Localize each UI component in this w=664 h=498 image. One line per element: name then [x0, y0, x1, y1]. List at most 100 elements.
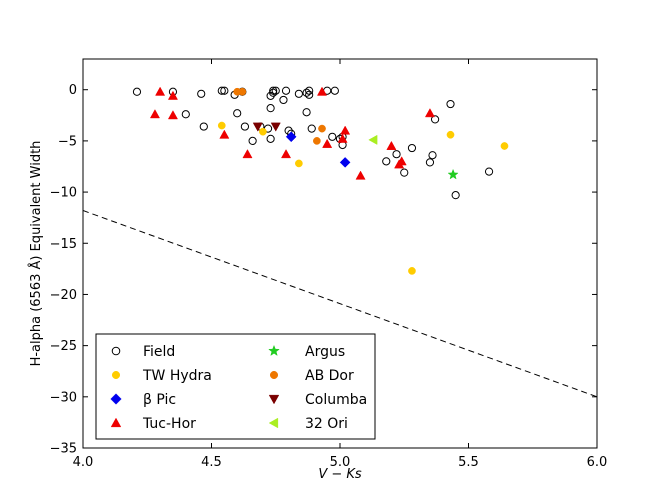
point-tw-hydra-5 [500, 142, 509, 150]
point-tuc-hor-15 [424, 108, 435, 118]
point-field-5 [217, 86, 226, 95]
point-field-37 [400, 168, 409, 177]
point-field-19 [279, 95, 288, 105]
point-field-2 [181, 110, 190, 119]
y-tick-label: −15 [50, 237, 77, 252]
legend-label-pic: β Pic [143, 392, 176, 408]
point-field-42 [446, 99, 455, 109]
y-axis-label: H-alpha (6563 Å) Equivalent Width [28, 141, 44, 367]
point-field-24 [302, 88, 311, 97]
plot-area [83, 210, 597, 398]
legend-marker-pic [110, 393, 122, 405]
point-field-10 [240, 122, 250, 131]
legend-label-tuc-hor: Tuc-Hor [142, 416, 196, 432]
legend-label-field: Field [143, 344, 175, 360]
legend-marker-field [111, 346, 121, 356]
point-tuc-hor-12 [386, 140, 397, 150]
legend-label-32-ori: 32 Ori [305, 416, 348, 432]
point-field-8 [233, 109, 242, 118]
legend-marker-columba [268, 394, 280, 405]
series-ab-dor [233, 87, 326, 145]
point-pic-0 [285, 131, 297, 143]
point-tuc-hor-4 [219, 129, 230, 139]
y-tick-label: −25 [50, 339, 77, 354]
point-field-6 [220, 86, 229, 95]
point-tw-hydra-2 [295, 159, 303, 168]
point-32-ori-0 [368, 134, 378, 145]
point-field-16 [269, 86, 278, 95]
point-field-38 [407, 143, 417, 153]
legend-marker-32-ori [268, 417, 279, 429]
y-tick-label: −35 [50, 442, 77, 457]
point-field-27 [305, 86, 314, 95]
legend: Field TW Hydra β Pic Tuc-Hor Argus AB Dor Colu… [95, 333, 376, 440]
series-tw-hydra [217, 121, 509, 275]
point-tw-hydra-3 [408, 267, 416, 275]
point-tuc-hor-3 [167, 110, 178, 120]
legend-marker-ab-dor [269, 370, 279, 380]
legend-marker-tuc-hor [110, 417, 122, 428]
series-columba [252, 122, 281, 132]
y-tick-label: −30 [50, 390, 77, 405]
point-field-26 [305, 90, 314, 99]
point-tuc-hor-14 [396, 156, 407, 166]
point-field-44 [484, 167, 494, 176]
point-field-36 [392, 150, 401, 159]
point-field-39 [425, 158, 435, 167]
point-field-14 [266, 104, 275, 113]
point-tw-hydra-0 [217, 121, 226, 130]
x-axis-label: V − Ks [318, 467, 362, 482]
y-tick-label: −10 [50, 186, 77, 201]
point-pic-1 [339, 157, 351, 168]
point-tuc-hor-10 [340, 125, 351, 135]
point-tuc-hor-7 [316, 86, 328, 96]
reference-dashed-line [83, 210, 597, 398]
point-tuc-hor-5 [242, 149, 253, 159]
axis-ticks: 4.0 4.5 5.0 5.5 6.0 0 −5 −10 −15 −20 −25 −30 −35 [50, 59, 608, 470]
point-tw-hydra-4 [446, 130, 455, 139]
point-ab-dor-3 [318, 124, 326, 133]
point-ab-dor-1 [238, 87, 247, 96]
y-tick-label: 0 [69, 83, 77, 98]
series-32-ori [368, 134, 378, 145]
legend-marker-argus [268, 344, 280, 356]
point-field-28 [307, 124, 316, 133]
point-ab-dor-2 [313, 137, 321, 145]
point-field-45 [266, 134, 275, 143]
point-columba-0 [252, 122, 263, 132]
point-field-11 [248, 136, 257, 145]
x-tick-label: 5.5 [458, 455, 479, 470]
y-tick-label: −5 [58, 134, 77, 149]
x-tick-label: 4.5 [201, 455, 222, 470]
x-tick-label: 4.0 [73, 455, 94, 470]
point-field-43 [451, 191, 460, 200]
point-argus-0 [447, 168, 459, 180]
legend-label-tw-hydra: TW Hydra [142, 368, 212, 384]
legend-marker-tw-hydra [111, 370, 121, 380]
point-field-25 [302, 108, 311, 117]
point-field-17 [269, 88, 278, 97]
point-tuc-hor-9 [337, 133, 348, 143]
point-field-35 [382, 157, 391, 166]
point-field-20 [281, 86, 291, 95]
point-tuc-hor-1 [155, 86, 166, 96]
y-tick-label: −20 [50, 288, 77, 303]
point-field-30 [328, 132, 337, 141]
point-field-3 [197, 89, 206, 98]
x-tick-label: 6.0 [587, 455, 608, 470]
series-tuc-hor [149, 86, 435, 180]
point-field-41 [430, 115, 440, 124]
legend-label-columba: Columba [305, 392, 367, 408]
point-field-40 [428, 151, 437, 160]
point-field-0 [132, 87, 142, 96]
point-field-23 [294, 89, 303, 98]
legend-label-argus: Argus [305, 344, 345, 360]
legend-label-ab-dor: AB Dor [305, 368, 354, 384]
point-columba-1 [270, 122, 281, 132]
point-field-31 [330, 86, 339, 95]
x-tick-label: 5.0 [330, 455, 351, 470]
series-pic [285, 131, 351, 168]
data-marks [132, 86, 509, 275]
point-tuc-hor-2 [167, 90, 178, 100]
